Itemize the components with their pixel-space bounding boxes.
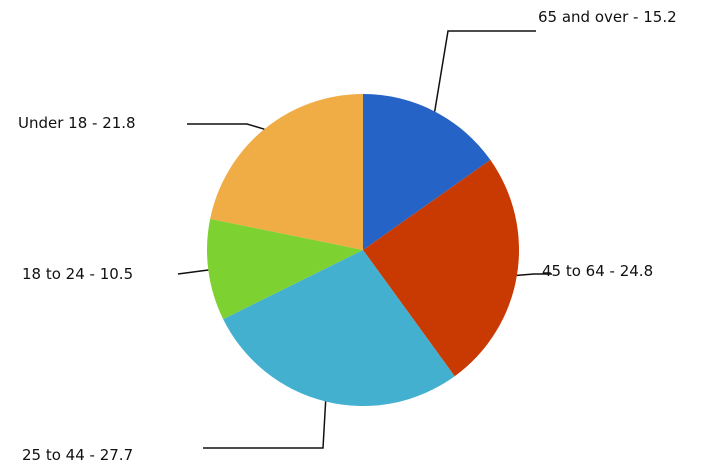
slice-label-under-18: Under 18 - 21.8	[18, 114, 136, 132]
pie-slice-45-to-64	[363, 159, 520, 377]
slice-labels: 65 and over - 15.2 45 to 64 - 24.8 25 to 4…	[18, 8, 677, 464]
slice-label-18-to-24: 18 to 24 - 10.5	[22, 265, 133, 283]
leader-line-25-to-44	[203, 401, 327, 449]
leader-line-65-and-over	[433, 30, 536, 112]
pie-slice-65-and-over	[363, 94, 491, 250]
slice-label-45-to-64: 45 to 64 - 24.8	[542, 262, 653, 280]
slice-label-25-to-44: 25 to 44 - 27.7	[22, 446, 133, 464]
leader-line-under-18	[187, 123, 265, 130]
leader-lines	[177, 30, 552, 449]
pie-slice-18-to-24	[206, 218, 363, 320]
leader-line-18-to-24	[177, 269, 209, 275]
leader-line-45-to-64	[516, 273, 552, 277]
pie-slice-25-to-44	[223, 250, 455, 406]
pie-slice-under-18	[210, 94, 363, 250]
slice-label-65-and-over: 65 and over - 15.2	[538, 8, 677, 26]
pie-slices	[206, 94, 520, 406]
